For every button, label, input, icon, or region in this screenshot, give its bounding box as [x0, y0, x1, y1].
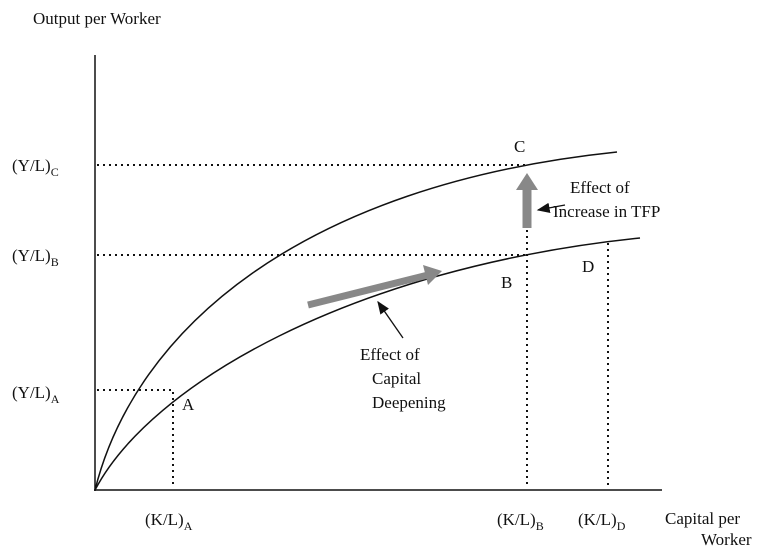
guide-lines: [97, 164, 609, 488]
annotation: Increase in TFP: [553, 202, 660, 221]
y-label: (Y/L)C: [12, 156, 59, 179]
capital-deepening-arrow: [307, 265, 442, 309]
tfp-arrow: [516, 173, 538, 228]
pointer-arrow: [377, 300, 404, 339]
annotation: Capital: [372, 369, 421, 388]
x-label: (K/L)B: [497, 510, 544, 533]
pointer-arrow: [536, 202, 566, 213]
annotation: Effect of: [360, 345, 420, 364]
y-axis-label: Output per Worker: [33, 9, 161, 28]
y-label: (Y/L)B: [12, 246, 59, 269]
point-label: B: [501, 273, 512, 292]
upper-curve: [94, 151, 618, 491]
lower-curve: [94, 237, 641, 491]
x-label: (K/L)A: [145, 510, 193, 533]
y-label: (Y/L)A: [12, 383, 60, 406]
annotation: Effect of: [570, 178, 630, 197]
point-label: D: [582, 257, 594, 276]
point-label: A: [182, 395, 195, 414]
point-label: C: [514, 137, 525, 156]
x-labels: (K/L)A (K/L)B (K/L)D: [145, 510, 626, 533]
x-axis-label: Worker: [701, 530, 752, 549]
x-label: (K/L)D: [578, 510, 626, 533]
x-axis-label: Capital per: [665, 509, 740, 528]
annotation: Deepening: [372, 393, 446, 412]
y-labels: (Y/L)C (Y/L)B (Y/L)A: [12, 156, 60, 406]
